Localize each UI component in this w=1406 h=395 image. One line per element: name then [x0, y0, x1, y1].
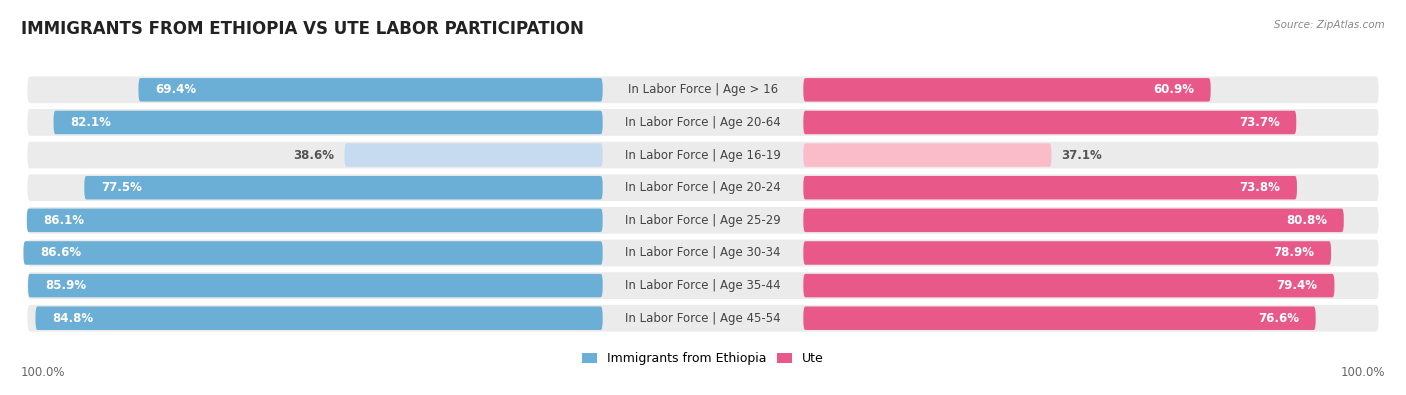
Text: In Labor Force | Age > 16: In Labor Force | Age > 16 [628, 83, 778, 96]
FancyBboxPatch shape [28, 207, 1378, 234]
Text: 78.9%: 78.9% [1274, 246, 1315, 260]
Text: In Labor Force | Age 20-24: In Labor Force | Age 20-24 [626, 181, 780, 194]
FancyBboxPatch shape [28, 142, 1378, 168]
FancyBboxPatch shape [344, 143, 603, 167]
FancyBboxPatch shape [27, 209, 603, 232]
Legend: Immigrants from Ethiopia, Ute: Immigrants from Ethiopia, Ute [582, 352, 824, 365]
FancyBboxPatch shape [803, 307, 1316, 330]
FancyBboxPatch shape [803, 209, 1344, 232]
Text: 84.8%: 84.8% [52, 312, 93, 325]
Text: 80.8%: 80.8% [1286, 214, 1327, 227]
FancyBboxPatch shape [803, 78, 1211, 102]
FancyBboxPatch shape [28, 77, 1378, 103]
FancyBboxPatch shape [803, 274, 1334, 297]
Text: In Labor Force | Age 35-44: In Labor Force | Age 35-44 [626, 279, 780, 292]
Text: In Labor Force | Age 16-19: In Labor Force | Age 16-19 [626, 149, 780, 162]
Text: 82.1%: 82.1% [70, 116, 111, 129]
Text: 100.0%: 100.0% [1340, 366, 1385, 379]
FancyBboxPatch shape [138, 78, 603, 102]
FancyBboxPatch shape [28, 272, 1378, 299]
FancyBboxPatch shape [24, 241, 603, 265]
FancyBboxPatch shape [28, 240, 1378, 266]
Text: 100.0%: 100.0% [21, 366, 66, 379]
Text: 85.9%: 85.9% [45, 279, 86, 292]
Text: 79.4%: 79.4% [1277, 279, 1317, 292]
Text: IMMIGRANTS FROM ETHIOPIA VS UTE LABOR PARTICIPATION: IMMIGRANTS FROM ETHIOPIA VS UTE LABOR PA… [21, 20, 583, 38]
FancyBboxPatch shape [28, 274, 603, 297]
FancyBboxPatch shape [28, 305, 1378, 332]
Text: 69.4%: 69.4% [155, 83, 197, 96]
FancyBboxPatch shape [84, 176, 603, 199]
Text: In Labor Force | Age 25-29: In Labor Force | Age 25-29 [626, 214, 780, 227]
FancyBboxPatch shape [28, 174, 1378, 201]
FancyBboxPatch shape [803, 143, 1052, 167]
FancyBboxPatch shape [803, 111, 1296, 134]
FancyBboxPatch shape [35, 307, 603, 330]
FancyBboxPatch shape [803, 176, 1296, 199]
Text: 73.8%: 73.8% [1239, 181, 1281, 194]
Text: In Labor Force | Age 45-54: In Labor Force | Age 45-54 [626, 312, 780, 325]
Text: 76.6%: 76.6% [1258, 312, 1299, 325]
Text: 77.5%: 77.5% [101, 181, 142, 194]
FancyBboxPatch shape [28, 109, 1378, 136]
Text: 86.1%: 86.1% [44, 214, 84, 227]
Text: 38.6%: 38.6% [294, 149, 335, 162]
Text: In Labor Force | Age 30-34: In Labor Force | Age 30-34 [626, 246, 780, 260]
Text: 60.9%: 60.9% [1153, 83, 1194, 96]
Text: 37.1%: 37.1% [1062, 149, 1102, 162]
Text: In Labor Force | Age 20-64: In Labor Force | Age 20-64 [626, 116, 780, 129]
FancyBboxPatch shape [53, 111, 603, 134]
FancyBboxPatch shape [803, 241, 1331, 265]
Text: Source: ZipAtlas.com: Source: ZipAtlas.com [1274, 20, 1385, 30]
Text: 73.7%: 73.7% [1239, 116, 1279, 129]
Text: 86.6%: 86.6% [41, 246, 82, 260]
